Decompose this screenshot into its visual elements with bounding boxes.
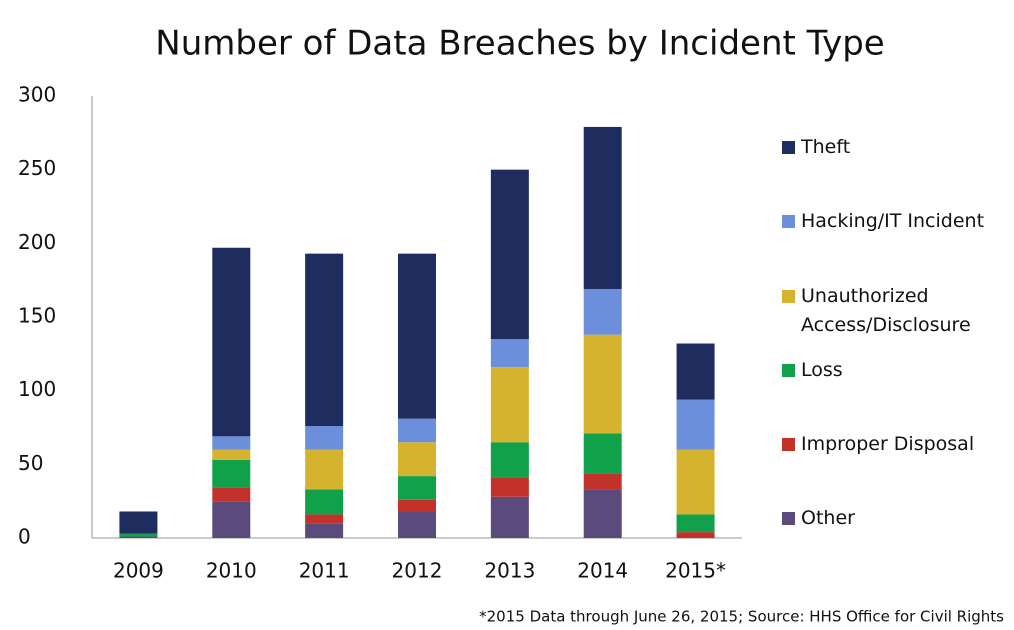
bar-segment <box>119 533 158 537</box>
bar-segment <box>398 418 436 443</box>
y-tick-label: 50 <box>18 451 43 475</box>
bar-segment <box>583 289 622 335</box>
x-tick-label: 2013 <box>484 559 535 583</box>
bar-segment <box>212 247 251 437</box>
bar-segment <box>398 476 436 500</box>
x-tick-label: 2010 <box>206 559 257 583</box>
x-tick-label: 2014 <box>577 559 628 583</box>
y-tick-label: 250 <box>18 156 56 180</box>
bar-segment <box>583 126 622 290</box>
bar-segment <box>305 449 344 490</box>
bar-segment <box>212 487 251 502</box>
y-tick-label: 100 <box>18 377 56 401</box>
bar-segment <box>676 399 715 450</box>
bar-segment <box>398 253 436 419</box>
bar-segment <box>583 334 622 434</box>
bar-segment <box>490 442 529 478</box>
chart-title: Number of Data Breaches by Incident Type <box>155 24 884 64</box>
bar-segment <box>676 449 715 515</box>
bar-segment <box>398 511 436 538</box>
bar-segment <box>676 532 715 538</box>
legend-swatch <box>782 364 795 377</box>
bar-segment <box>305 523 344 538</box>
bar-segment <box>398 442 436 477</box>
bar-segment <box>583 489 622 538</box>
bar-segment <box>212 436 251 450</box>
legend-item: Unauthorized Access/Disclosure <box>782 282 1012 340</box>
legend-label: Hacking/IT Incident <box>801 210 985 232</box>
bar-segment <box>676 343 715 400</box>
y-tick-label: 0 <box>18 525 31 549</box>
source-note: *2015 Data through June 26, 2015; Source… <box>479 608 1004 626</box>
legend-swatch <box>782 141 795 154</box>
legend-item: Loss <box>782 356 1012 385</box>
y-tick-label: 200 <box>18 230 56 254</box>
bar-segment <box>305 426 344 450</box>
bar-segment <box>676 514 715 533</box>
bar-segment <box>490 169 529 340</box>
x-tick-label: 2015* <box>665 559 726 583</box>
legend-item: Improper Disposal <box>782 430 1012 459</box>
bar-segment <box>398 499 436 512</box>
bar-segment <box>212 459 251 488</box>
legend-swatch <box>782 290 795 303</box>
y-tick-label: 300 <box>18 83 56 107</box>
legend-item: Theft <box>782 133 1012 162</box>
bar-segment <box>305 253 344 427</box>
bar-segment <box>583 473 622 490</box>
bar-segment <box>490 339 529 368</box>
bar-segment <box>119 511 158 534</box>
bar-segment <box>490 367 529 443</box>
legend-swatch <box>782 438 795 451</box>
bar-segment <box>305 489 344 515</box>
legend-label: Improper Disposal <box>801 433 975 455</box>
x-tick-label: 2009 <box>113 559 164 583</box>
bar-segment <box>305 514 344 524</box>
bar-segment <box>490 496 529 538</box>
bar-segment <box>490 477 529 497</box>
legend-swatch <box>782 512 795 525</box>
legend-label: Theft <box>801 136 851 158</box>
legend-item: Hacking/IT Incident <box>782 207 1012 236</box>
bar-segment <box>119 536 158 538</box>
y-tick-label: 150 <box>18 304 56 328</box>
legend-swatch <box>782 215 795 228</box>
bar-segment <box>583 433 622 474</box>
legend-label: Other <box>801 507 855 529</box>
bar-segment <box>212 449 251 460</box>
legend-label: Loss <box>801 359 843 381</box>
bar-segment <box>212 501 251 538</box>
x-tick-label: 2011 <box>299 559 350 583</box>
legend-item: Other <box>782 504 1012 533</box>
legend-label: Unauthorized Access/Disclosure <box>801 285 971 336</box>
x-tick-label: 2012 <box>392 559 443 583</box>
